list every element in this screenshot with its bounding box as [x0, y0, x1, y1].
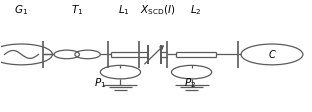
Text: $L_1$: $L_1$ [118, 3, 129, 17]
Text: $P_2$: $P_2$ [184, 76, 196, 90]
Text: $T_1$: $T_1$ [71, 3, 83, 17]
Text: $P_1$: $P_1$ [94, 76, 106, 90]
Text: $X_{\mathrm{SCD}}(I)$: $X_{\mathrm{SCD}}(I)$ [140, 3, 175, 17]
Text: $C$: $C$ [268, 48, 276, 60]
Text: $G_1$: $G_1$ [14, 3, 28, 17]
Text: $L_2$: $L_2$ [190, 3, 202, 17]
